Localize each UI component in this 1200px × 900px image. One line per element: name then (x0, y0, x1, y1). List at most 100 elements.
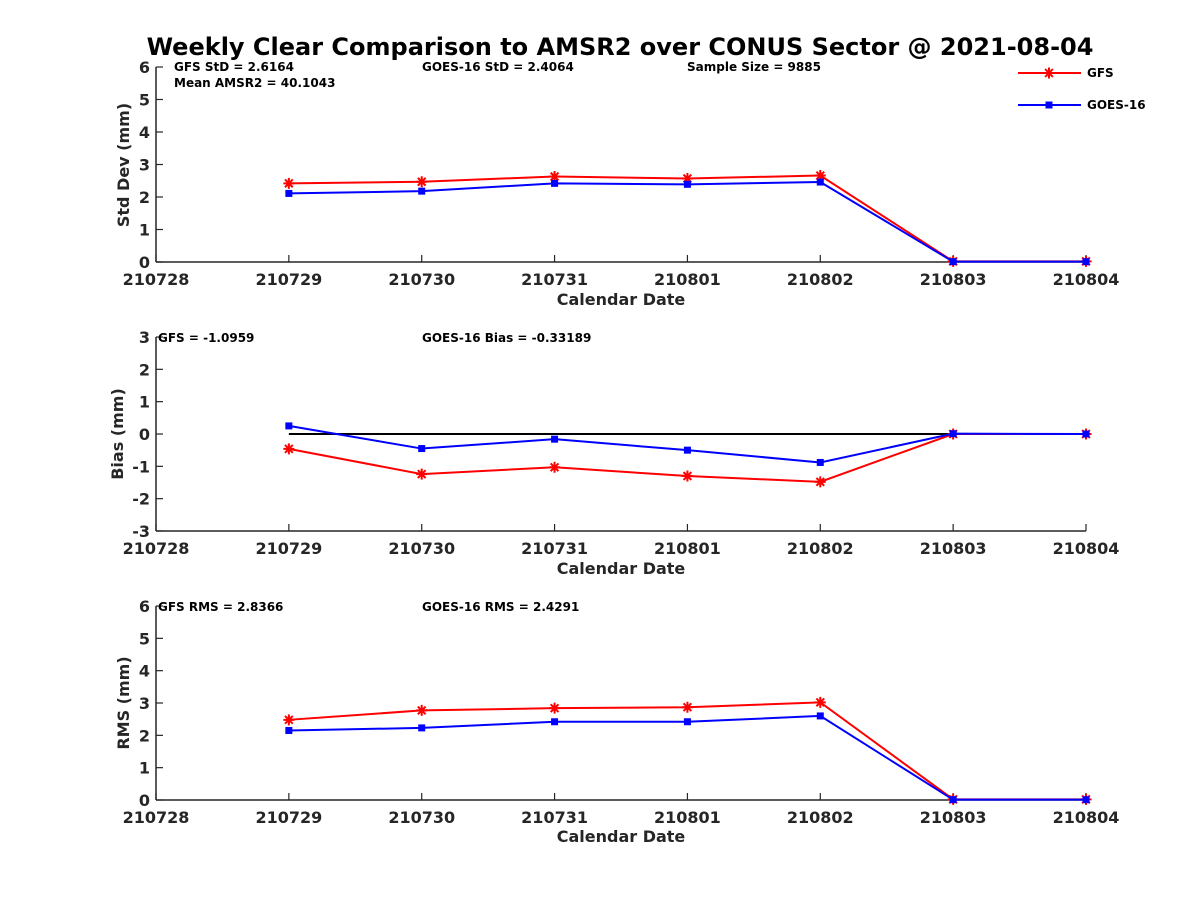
y-tick-label: 1 (139, 221, 150, 240)
series-gfs-point (681, 172, 693, 184)
x-tick-label: 210804 (1053, 270, 1120, 289)
legend-gfs-label: GFS (1087, 66, 1114, 80)
y-tick-label: -2 (132, 490, 150, 509)
bias-panel: -3 -2 -1 0 1 2 3 210728 210729 210730 210731 210801… (108, 328, 1119, 578)
y-tick-label: 4 (139, 123, 150, 142)
goes16-rms-annotation: GOES-16 RMS = 2.4291 (422, 600, 579, 614)
goes16-bias-annotation: GOES-16 Bias = -0.33189 (422, 331, 591, 345)
series-gfs-line (288, 701, 1086, 801)
goes16-std-annotation: GOES-16 StD = 2.4064 (422, 60, 574, 74)
legend-goes16-symbol (1045, 101, 1053, 109)
series-gfs-point (814, 696, 826, 708)
series-goes16-point (816, 712, 824, 720)
series-goes16-point (683, 446, 691, 454)
y-tick-label: 2 (139, 360, 150, 379)
series-gfs-point (549, 461, 561, 473)
series-goes16-point (551, 435, 559, 443)
std-dev-panel: 0 1 2 3 4 5 6 210728 210729 210730 210731 210801 210… (114, 58, 1119, 309)
series-gfs-point (283, 177, 295, 189)
chart-title: Weekly Clear Comparison to AMSR2 over CO… (147, 33, 1094, 61)
x-tick-label: 210804 (1053, 808, 1120, 827)
y-tick-label: 3 (139, 694, 150, 713)
x-tick-label: 210728 (123, 270, 190, 289)
x-axis-label: Calendar Date (557, 827, 686, 846)
series-gfs-line (288, 174, 1086, 263)
series-goes16-point (551, 718, 559, 726)
series-goes16-point (285, 189, 293, 197)
series-gfs-point (814, 476, 826, 488)
series-goes16-point (418, 187, 426, 195)
series-gfs-point (283, 714, 295, 726)
gfs-std-annotation: GFS StD = 2.6164 (174, 60, 294, 74)
rms-plot: 0 1 2 3 4 5 6 210728 210729 210730 210731 210801 210… (123, 597, 1120, 827)
gfs-bias-annotation: GFS = -1.0959 (158, 331, 254, 345)
x-tick-label: 210730 (388, 270, 455, 289)
series-gfs-point (549, 702, 561, 714)
x-tick-label: 210802 (787, 270, 854, 289)
series-goes16-line (288, 424, 1087, 464)
series-goes16-point (551, 179, 559, 187)
series-goes16-point (949, 258, 957, 266)
y-tick-label: 2 (139, 726, 150, 745)
y-tick-label: 6 (139, 597, 150, 616)
y-tick-label: 0 (139, 791, 150, 810)
x-tick-label: 210731 (521, 808, 588, 827)
legend-gfs-symbol (1043, 67, 1055, 79)
x-tick-label: 210728 (123, 808, 190, 827)
y-tick-label: 1 (139, 759, 150, 778)
series-goes16-point (949, 796, 957, 804)
series-goes16-point (285, 422, 293, 430)
series-gfs-point (681, 470, 693, 482)
x-tick-label: 210801 (654, 539, 721, 558)
y-tick-label: -3 (132, 522, 150, 541)
x-tick-label: 210801 (654, 808, 721, 827)
y-tick-label: 5 (139, 91, 150, 110)
y-tick-label: 3 (139, 156, 150, 175)
series-gfs-point (416, 704, 428, 716)
x-axis-label: Calendar Date (557, 559, 686, 578)
series-goes16-point (949, 430, 957, 438)
series-goes16-line (288, 181, 1086, 263)
rms-panel: 0 1 2 3 4 5 6 210728 210729 210730 210731 210801 210… (114, 597, 1119, 846)
series-goes16-point (816, 178, 824, 186)
series-goes16-point (1082, 796, 1090, 804)
series-gfs-point (681, 701, 693, 713)
x-tick-label: 210729 (255, 808, 322, 827)
sample-size-annotation: Sample Size = 9885 (687, 60, 821, 74)
series-goes16-point (683, 180, 691, 188)
legend: GFS GOES-16 (1018, 66, 1146, 112)
series-gfs-point (416, 176, 428, 188)
y-axis-label: Std Dev (mm) (114, 103, 133, 227)
series-goes16-point (683, 718, 691, 726)
x-tick-label: 210730 (388, 539, 455, 558)
legend-goes16-marker (1045, 101, 1053, 109)
x-tick-label: 210804 (1053, 539, 1120, 558)
series-goes16-point (418, 724, 426, 732)
x-tick-label: 210803 (920, 270, 987, 289)
series-goes16-point (816, 458, 824, 466)
y-tick-label: 4 (139, 662, 150, 681)
legend-gfs-marker (1043, 67, 1055, 79)
x-tick-label: 210802 (787, 808, 854, 827)
x-tick-label: 210728 (123, 539, 190, 558)
x-tick-label: 210803 (920, 808, 987, 827)
series-goes16-line (288, 714, 1086, 801)
y-tick-label: 0 (139, 425, 150, 444)
y-axis-label: RMS (mm) (114, 656, 133, 749)
x-tick-label: 210729 (255, 270, 322, 289)
gfs-rms-annotation: GFS RMS = 2.8366 (158, 600, 283, 614)
series-goes16-point (285, 726, 293, 734)
legend-goes16-label: GOES-16 (1087, 98, 1146, 112)
y-tick-label: 2 (139, 188, 150, 207)
bias-plot: -3 -2 -1 0 1 2 3 210728 210729 210730 210731 210801… (123, 328, 1120, 558)
x-tick-label: 210802 (787, 539, 854, 558)
y-tick-label: 1 (139, 393, 150, 412)
x-tick-label: 210729 (255, 539, 322, 558)
y-tick-label: 0 (139, 253, 150, 272)
x-tick-label: 210801 (654, 270, 721, 289)
series-goes16-point (418, 445, 426, 453)
series-gfs-point (416, 468, 428, 480)
series-gfs-point (814, 170, 826, 182)
y-tick-label: 3 (139, 328, 150, 347)
